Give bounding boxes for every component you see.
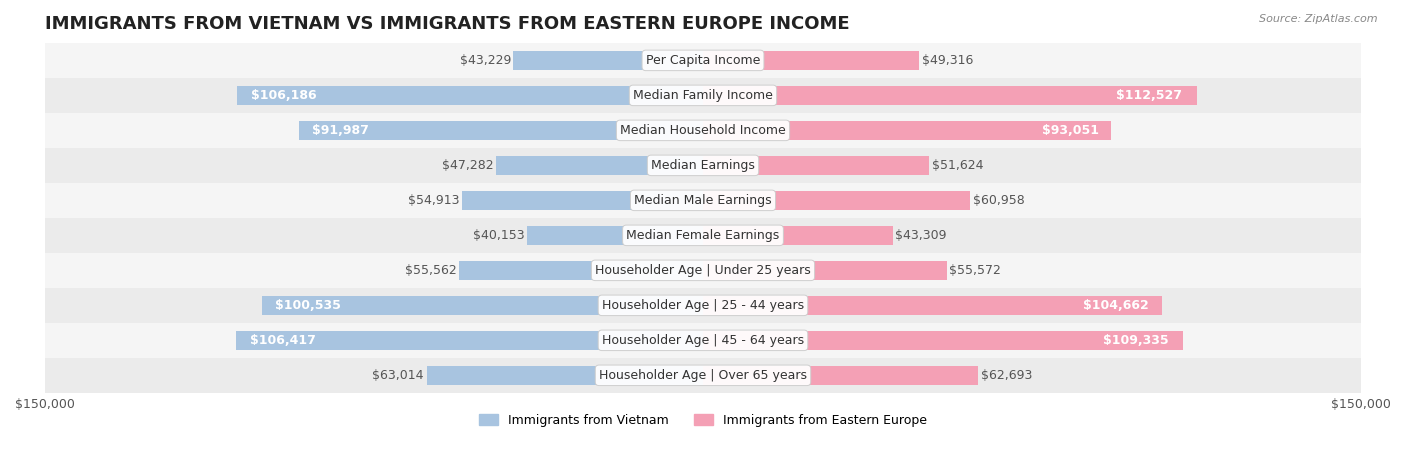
Text: $106,417: $106,417 <box>250 334 316 347</box>
Bar <box>703 191 970 210</box>
Bar <box>45 358 1361 393</box>
Bar <box>703 296 1163 315</box>
Text: $91,987: $91,987 <box>312 124 368 137</box>
Text: $51,624: $51,624 <box>932 159 983 172</box>
Text: $49,316: $49,316 <box>921 54 973 67</box>
Text: $100,535: $100,535 <box>276 299 342 312</box>
Text: Median Male Earnings: Median Male Earnings <box>634 194 772 207</box>
Bar <box>703 51 920 70</box>
Bar <box>45 148 1361 183</box>
Text: $43,229: $43,229 <box>460 54 512 67</box>
Text: Median Earnings: Median Earnings <box>651 159 755 172</box>
Text: $43,309: $43,309 <box>894 229 946 242</box>
Bar <box>426 366 703 385</box>
Bar <box>236 331 703 350</box>
Text: Median Female Earnings: Median Female Earnings <box>627 229 779 242</box>
Bar <box>703 331 1182 350</box>
Bar <box>703 156 929 175</box>
Bar <box>299 121 703 140</box>
Text: Householder Age | 45 - 64 years: Householder Age | 45 - 64 years <box>602 334 804 347</box>
Text: $54,913: $54,913 <box>408 194 460 207</box>
Bar <box>703 226 893 245</box>
Bar <box>703 86 1197 105</box>
Bar <box>703 121 1111 140</box>
Bar <box>703 261 946 280</box>
Bar <box>45 323 1361 358</box>
Bar <box>238 86 703 105</box>
Bar <box>45 288 1361 323</box>
Bar <box>527 226 703 245</box>
Text: $63,014: $63,014 <box>373 369 423 382</box>
Text: $109,335: $109,335 <box>1102 334 1168 347</box>
Text: Median Household Income: Median Household Income <box>620 124 786 137</box>
Text: $93,051: $93,051 <box>1042 124 1099 137</box>
Bar <box>45 78 1361 113</box>
Text: $55,572: $55,572 <box>949 264 1001 277</box>
Text: $112,527: $112,527 <box>1116 89 1182 102</box>
Text: $104,662: $104,662 <box>1083 299 1149 312</box>
Text: Householder Age | 25 - 44 years: Householder Age | 25 - 44 years <box>602 299 804 312</box>
Text: $106,186: $106,186 <box>252 89 316 102</box>
Text: Householder Age | Over 65 years: Householder Age | Over 65 years <box>599 369 807 382</box>
Bar <box>463 191 703 210</box>
Bar <box>460 261 703 280</box>
Bar <box>262 296 703 315</box>
Text: Householder Age | Under 25 years: Householder Age | Under 25 years <box>595 264 811 277</box>
Bar <box>45 183 1361 218</box>
Bar <box>703 366 979 385</box>
Text: Source: ZipAtlas.com: Source: ZipAtlas.com <box>1260 14 1378 24</box>
Text: $62,693: $62,693 <box>981 369 1032 382</box>
Text: $60,958: $60,958 <box>973 194 1025 207</box>
Bar <box>45 253 1361 288</box>
Text: Median Family Income: Median Family Income <box>633 89 773 102</box>
Bar <box>45 113 1361 148</box>
Text: Per Capita Income: Per Capita Income <box>645 54 761 67</box>
Text: $40,153: $40,153 <box>474 229 524 242</box>
Bar <box>495 156 703 175</box>
Bar <box>513 51 703 70</box>
Bar <box>45 43 1361 78</box>
Text: $55,562: $55,562 <box>405 264 457 277</box>
Bar <box>45 218 1361 253</box>
Text: IMMIGRANTS FROM VIETNAM VS IMMIGRANTS FROM EASTERN EUROPE INCOME: IMMIGRANTS FROM VIETNAM VS IMMIGRANTS FR… <box>45 15 849 33</box>
Text: $47,282: $47,282 <box>441 159 494 172</box>
Legend: Immigrants from Vietnam, Immigrants from Eastern Europe: Immigrants from Vietnam, Immigrants from… <box>474 409 932 432</box>
